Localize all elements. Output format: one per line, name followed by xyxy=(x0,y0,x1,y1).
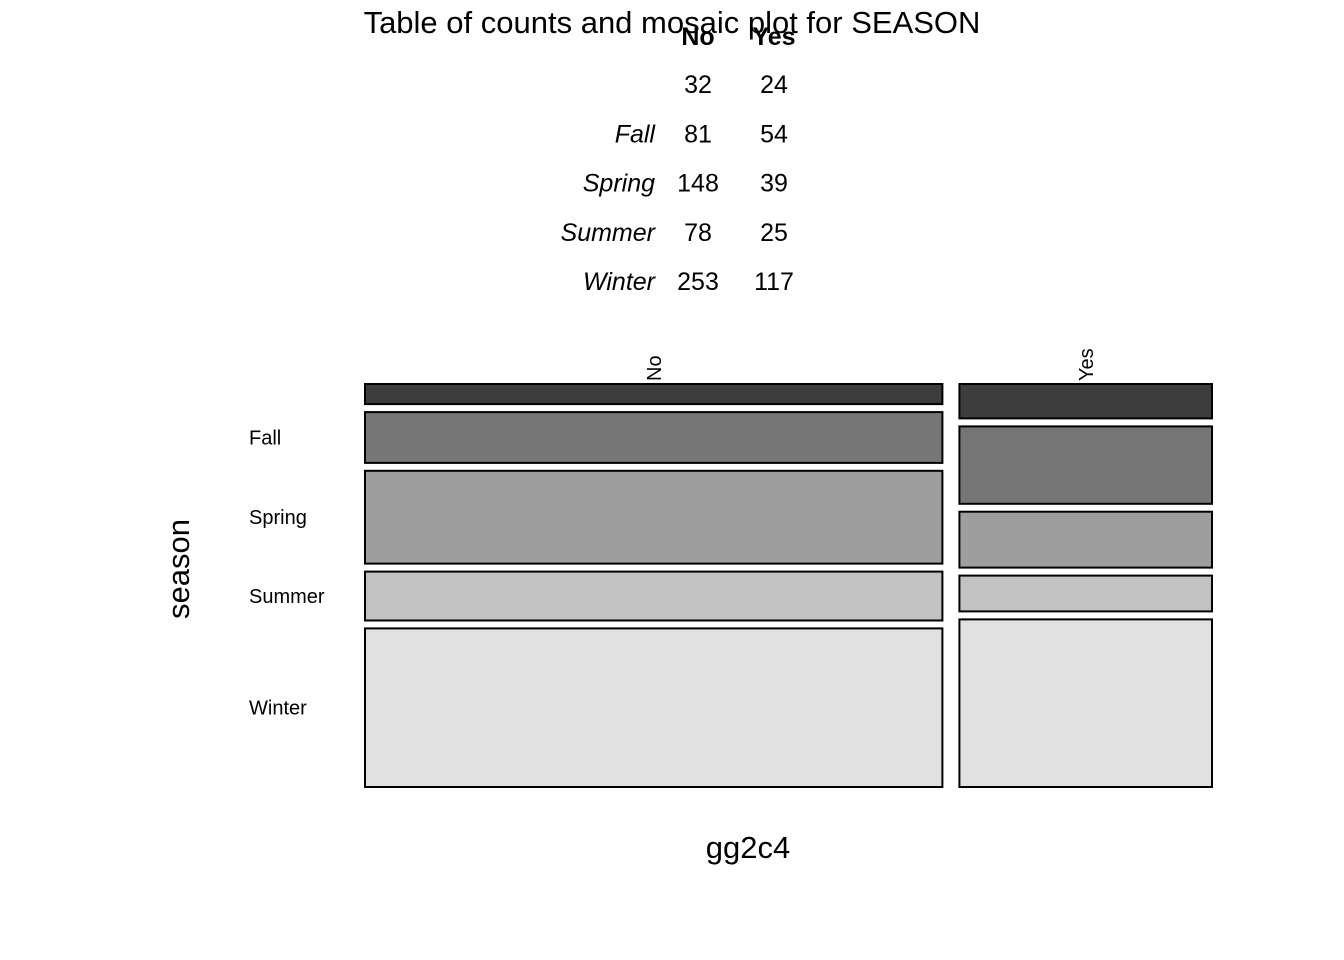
table-cell: 81 xyxy=(684,120,712,148)
count-table: 32 24 Fall 81 54 Spring 148 39 Summer 78 25 Winter 2… xyxy=(561,71,794,296)
table-cell: 253 xyxy=(677,268,719,296)
column-label-no: No xyxy=(644,355,666,381)
mosaic-tile-no-winter xyxy=(364,627,944,789)
table-header-no: No xyxy=(681,23,714,51)
table-cell: 25 xyxy=(760,219,788,247)
table-row-label-fall: Fall xyxy=(615,120,657,148)
mosaic-tile-no-spring xyxy=(364,469,944,565)
y-axis-title: season xyxy=(161,519,196,619)
table-cell: 148 xyxy=(677,170,719,198)
row-labels: Fall Spring Summer Winter xyxy=(249,427,325,719)
table-row-label-spring: Spring xyxy=(583,170,655,198)
column-label-yes: Yes xyxy=(1076,348,1098,381)
row-label-spring: Spring xyxy=(249,507,307,529)
mosaic-tile-yes-blank-0 xyxy=(958,383,1214,420)
chart-title: Table of counts and mosaic plot for SEAS… xyxy=(364,5,981,40)
mosaic-plot xyxy=(364,383,1214,789)
table-cell: 24 xyxy=(760,71,788,99)
mosaic-tile-yes-spring xyxy=(958,510,1214,569)
table-cell: 78 xyxy=(684,219,712,247)
table-header-yes: Yes xyxy=(752,23,795,51)
table-cell: 54 xyxy=(760,120,788,148)
mosaic-tile-yes-fall xyxy=(958,425,1214,505)
table-row-label-summer: Summer xyxy=(561,219,657,247)
table-row-label-winter: Winter xyxy=(583,268,657,296)
table-cell: 32 xyxy=(684,71,712,99)
mosaic-tile-no-fall xyxy=(364,411,944,464)
row-label-winter: Winter xyxy=(249,698,307,720)
row-label-summer: Summer xyxy=(249,586,325,608)
mosaic-tile-no-blank-0 xyxy=(364,383,944,406)
table-cell: 39 xyxy=(760,170,788,198)
mosaic-tile-no-summer xyxy=(364,570,944,622)
table-cell: 117 xyxy=(754,268,794,296)
mosaic-tile-yes-summer xyxy=(958,574,1214,613)
row-label-fall: Fall xyxy=(249,427,281,449)
mosaic-tile-yes-winter xyxy=(958,618,1214,789)
x-axis-title: gg2c4 xyxy=(706,830,790,865)
